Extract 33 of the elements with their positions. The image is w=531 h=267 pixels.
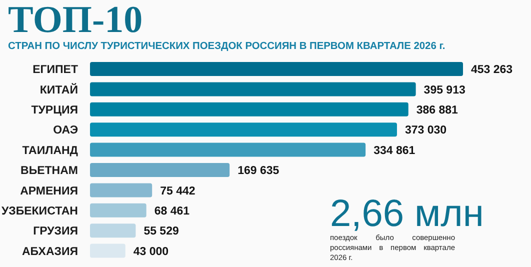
annotation: 2,66 млн	[330, 193, 484, 235]
bar	[90, 163, 230, 177]
data-label: 386 881	[416, 104, 459, 116]
y-tick-label: ЕГИПЕТ	[32, 64, 78, 76]
y-tick-label: ВЬЕТНАМ	[20, 165, 78, 178]
bar	[90, 183, 152, 198]
data-label: 68 461	[154, 205, 190, 218]
data-label: 169 635	[238, 165, 280, 178]
y-tick-label: ТАИЛАНД	[22, 144, 78, 157]
data-label: 373 030	[404, 124, 447, 137]
bar	[90, 224, 136, 238]
y-tick-label: ОАЭ	[53, 124, 78, 137]
bar	[90, 244, 126, 258]
bar	[90, 82, 416, 96]
data-label: 55 529	[144, 226, 179, 238]
data-label: 395 913	[424, 84, 466, 96]
y-tick-label: УЗБЕКИСТАН	[1, 206, 78, 218]
bar	[90, 203, 146, 218]
chart-title: ТОП-10	[8, 0, 143, 41]
data-label: 43 000	[133, 246, 169, 258]
bar	[90, 62, 463, 76]
chart-subtitle: СТРАН ПО ЧИСЛУ ТУРИСТИЧЕСКИХ ПОЕЗДОК РОССИЯН В ПЕРВОМ КВАРТАЛЕ 2026 г.	[8, 41, 446, 52]
data-label: 453 263	[471, 64, 513, 76]
bar	[90, 142, 366, 157]
y-tick-label: КИТАЙ	[40, 82, 78, 96]
bar	[90, 102, 408, 116]
data-label: 334 861	[374, 144, 416, 157]
y-tick-label: АРМЕНИЯ	[20, 185, 78, 198]
y-tick-label: АБХАЗИЯ	[22, 246, 78, 258]
data-label: 75 442	[160, 185, 196, 198]
y-tick-label: ГРУЗИЯ	[33, 226, 78, 238]
y-tick-label: ТУРЦИЯ	[31, 104, 78, 116]
bar	[90, 122, 397, 137]
